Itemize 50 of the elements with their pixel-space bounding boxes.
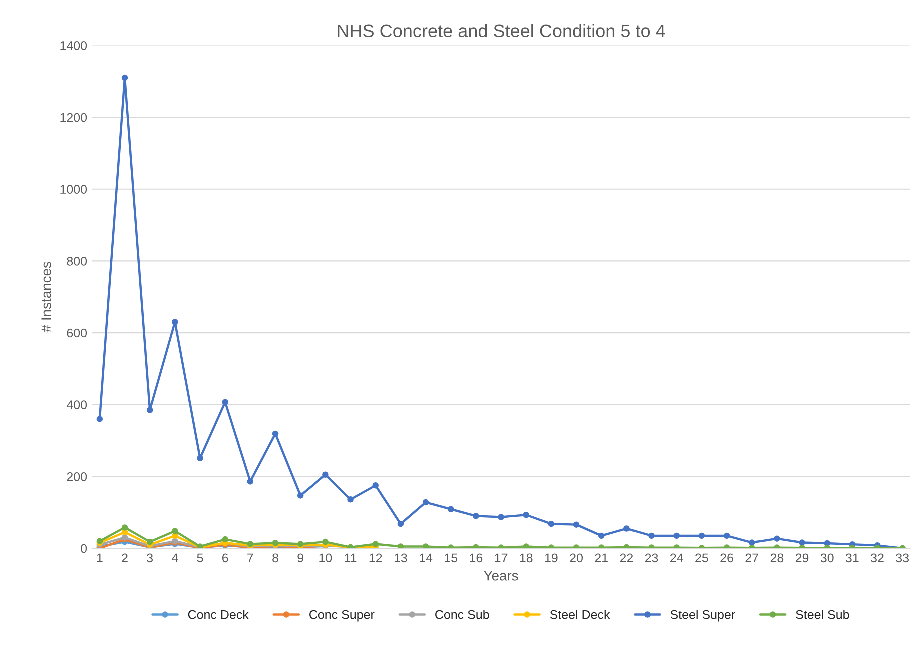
y-axis-title: # Instances (42, 262, 52, 333)
x-tick-label: 14 (420, 554, 433, 562)
x-tick-label: 27 (746, 554, 758, 562)
x-tick-label: 33 (896, 554, 910, 563)
chart-title: NHS Concrete and Steel Condition 5 to 4 (338, 24, 666, 38)
x-tick-label: 2 (122, 554, 128, 562)
x-tick-label: 23 (645, 554, 658, 563)
x-tick-label: 4 (172, 554, 178, 562)
legend-label: Steel Super (670, 610, 736, 622)
x-tick-label: 9 (298, 554, 304, 563)
x-tick-label: 11 (345, 554, 357, 562)
x-tick-label: 17 (495, 554, 508, 562)
x-tick-label: 19 (545, 554, 558, 563)
x-tick-label: 32 (871, 554, 884, 563)
x-tick-label: 3 (147, 554, 154, 563)
x-tick-label: 25 (696, 554, 708, 563)
x-tick-label: 10 (320, 554, 332, 563)
x-tick-label: 29 (796, 554, 809, 563)
y-tick-label: 1200 (60, 113, 88, 122)
x-tick-label: 13 (394, 554, 408, 563)
y-tick-label: 0 (81, 544, 88, 554)
legend-label: Steel Sub (796, 610, 850, 620)
x-tick-label: 24 (670, 554, 684, 562)
y-tick-label: 1400 (60, 42, 88, 50)
y-tick-label: 800 (67, 257, 88, 266)
legend-label: Conc Deck (188, 610, 249, 620)
legend-label: Steel Deck (550, 610, 610, 620)
y-tick-label: 200 (67, 472, 88, 482)
x-tick-label: 26 (720, 554, 734, 563)
x-tick-label: 1 (97, 554, 103, 562)
x-tick-label: 28 (770, 554, 784, 563)
x-tick-label: 12 (370, 554, 382, 562)
x-tick-label: 20 (570, 554, 583, 563)
y-tick-label: 400 (66, 400, 88, 410)
x-tick-label: 18 (520, 554, 533, 563)
x-tick-label: 8 (272, 554, 278, 563)
x-axis-title: Years (484, 571, 518, 581)
legend-label: Conc Super (310, 610, 375, 622)
y-tick-label: 600 (67, 328, 88, 338)
x-tick-label: 30 (820, 554, 834, 563)
x-tick-label: 21 (595, 554, 608, 562)
y-tick-label: 1000 (60, 185, 88, 194)
x-tick-label: 5 (197, 554, 204, 563)
x-tick-label: 22 (620, 554, 634, 562)
x-tick-label: 7 (248, 554, 254, 562)
legend-label: Conc Sub (436, 610, 490, 620)
x-tick-label: 15 (445, 554, 458, 563)
x-tick-label: 31 (846, 554, 859, 563)
x-tick-label: 6 (222, 554, 228, 563)
x-tick-label: 16 (470, 554, 483, 563)
